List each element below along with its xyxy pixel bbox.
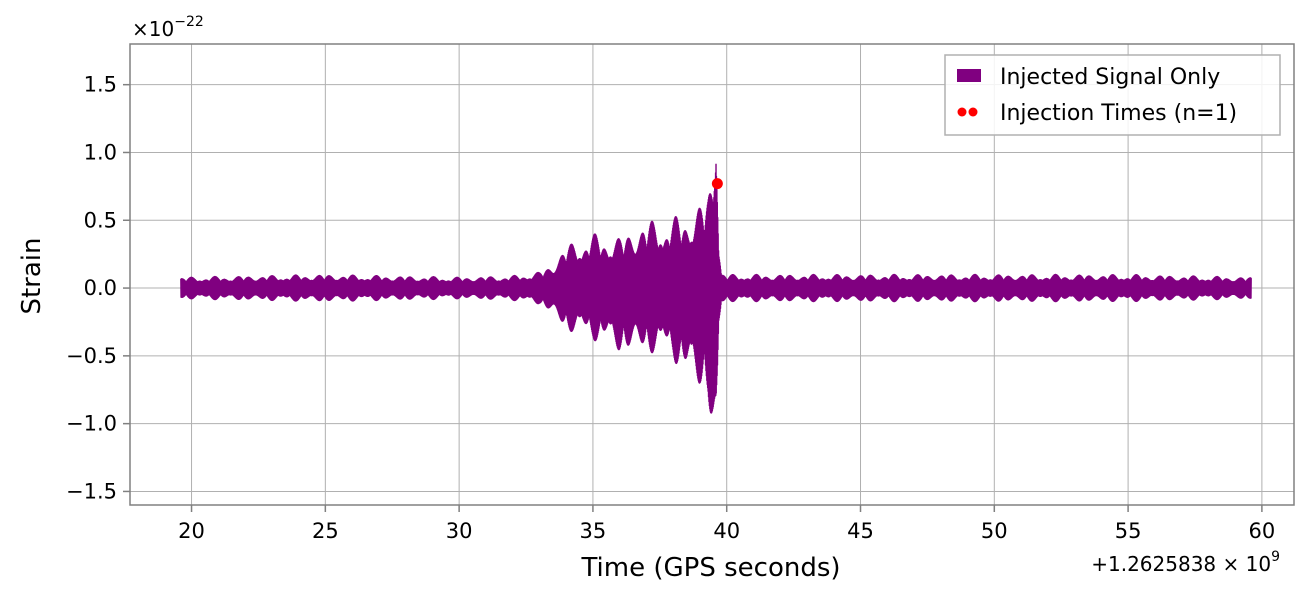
y-tick-label: −0.5 [66,344,117,368]
legend-marker-injection [957,107,967,117]
legend-box [944,54,1281,136]
axis-ticks: 20 25 30 35 40 45 50 55 60 1.5 1.0 0.5 0.0 −0.5 −1.0 −1… [66,73,1275,543]
x-tick-label: 55 [1115,519,1142,543]
y-tick-label: 0.5 [84,208,117,232]
legend-label-injection: Injection Times (n=1) [1000,101,1237,126]
x-tick-label: 60 [1249,519,1276,543]
y-tick-label: −1.0 [66,412,117,436]
y-tick-label: 1.0 [84,140,117,164]
y-axis-label: Strain [17,237,47,314]
y-tick-label: 0.0 [84,276,117,300]
legend-swatch-signal [957,69,981,82]
x-tick-label: 20 [178,519,205,543]
legend-label-signal: Injected Signal Only [1000,65,1220,90]
legend: Injected Signal Only Injection Times (n=… [944,54,1281,136]
y-tick-label: −1.5 [66,479,117,503]
x-tick-label: 45 [847,519,874,543]
x-offset-label: +1.2625838 × 109 [1091,549,1280,576]
x-tick-label: 40 [713,519,740,543]
x-tick-label: 35 [580,519,607,543]
legend-marker-injection [968,107,978,117]
x-axis-label: Time (GPS seconds) [580,553,840,583]
plot-area [180,163,1252,414]
x-tick-label: 25 [312,519,339,543]
y-tick-label: 1.5 [84,73,117,97]
signal-waveform [180,163,1252,414]
x-tick-label: 30 [446,519,473,543]
y-scale-label: ×10−22 [132,14,204,41]
x-tick-label: 50 [981,519,1008,543]
axes-frame [129,43,1295,506]
injection-point [711,178,723,190]
